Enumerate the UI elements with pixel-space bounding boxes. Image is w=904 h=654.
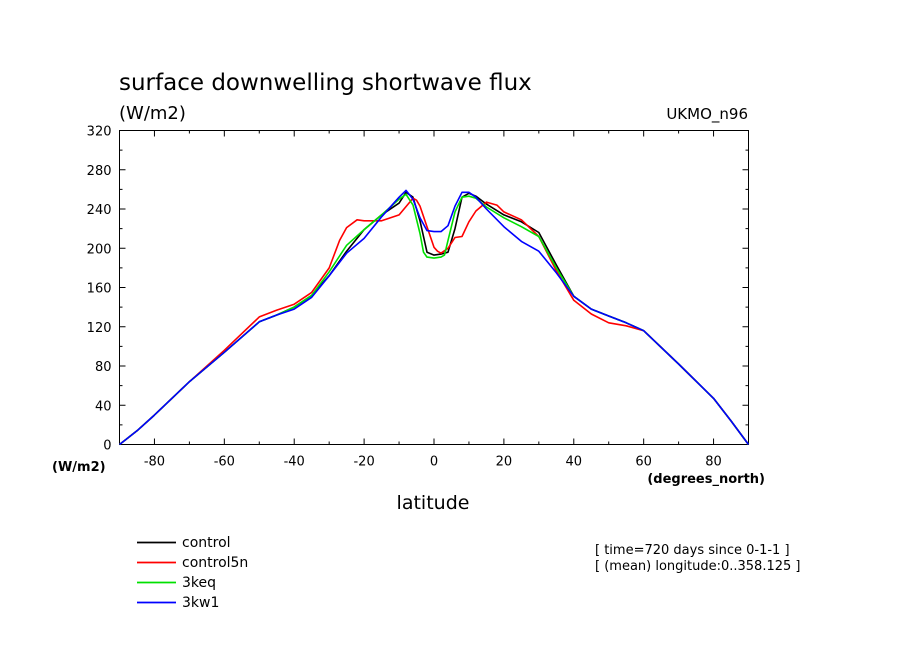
chart-title: surface downwelling shortwave flux [119, 70, 532, 96]
series-line-3kw1 [119, 189, 750, 446]
plot-frame [119, 130, 749, 445]
x-tick-label: -20 [353, 455, 374, 470]
legend: control control5n 3keq 3kw1 [137, 535, 248, 611]
legend-label-3keq: 3keq [182, 575, 216, 591]
x-axis-title: latitude [397, 492, 470, 514]
x-tick-label: 0 [430, 455, 438, 470]
y-tick-label: 120 [87, 321, 112, 336]
y-axis-label: (W/m2) [52, 460, 106, 475]
x-tick-label: 60 [635, 455, 652, 470]
y-tick-label: 320 [87, 125, 112, 140]
x-tick-label: -80 [144, 455, 165, 470]
y-tick-label: 0 [103, 439, 111, 454]
x-tick-label: -60 [214, 455, 235, 470]
legend-label-control5n: control5n [182, 555, 248, 571]
x-tick-label: 40 [566, 455, 583, 470]
y-tick-label: 240 [87, 203, 112, 218]
legend-label-control: control [182, 535, 231, 551]
legend-label-3kw1: 3kw1 [182, 595, 219, 611]
y-tick-label: 280 [87, 164, 112, 179]
info-line-longitude: [ (mean) longitude:0..358.125 ] [595, 559, 800, 574]
series-line-control [119, 191, 750, 446]
y-tick-label: 40 [95, 399, 112, 414]
info-line-time: [ time=720 days since 0-1-1 ] [595, 543, 790, 558]
x-tick-label: 80 [705, 455, 722, 470]
y-tick-label: 80 [95, 360, 112, 375]
y-tick-label: 160 [87, 282, 112, 297]
x-axis-units: (degrees_north) [647, 472, 765, 487]
y-tick-label: 200 [87, 242, 112, 257]
series-line-control5n [119, 197, 750, 446]
model-label: UKMO_n96 [666, 105, 748, 124]
x-tick-label: 20 [496, 455, 513, 470]
plot-area: 0 40 80 120 160 200 240 280 320 -80 -60 -40 -20 0 20 4… [87, 125, 750, 470]
x-tick-label: -40 [284, 455, 305, 470]
units-label: (W/m2) [119, 103, 186, 124]
